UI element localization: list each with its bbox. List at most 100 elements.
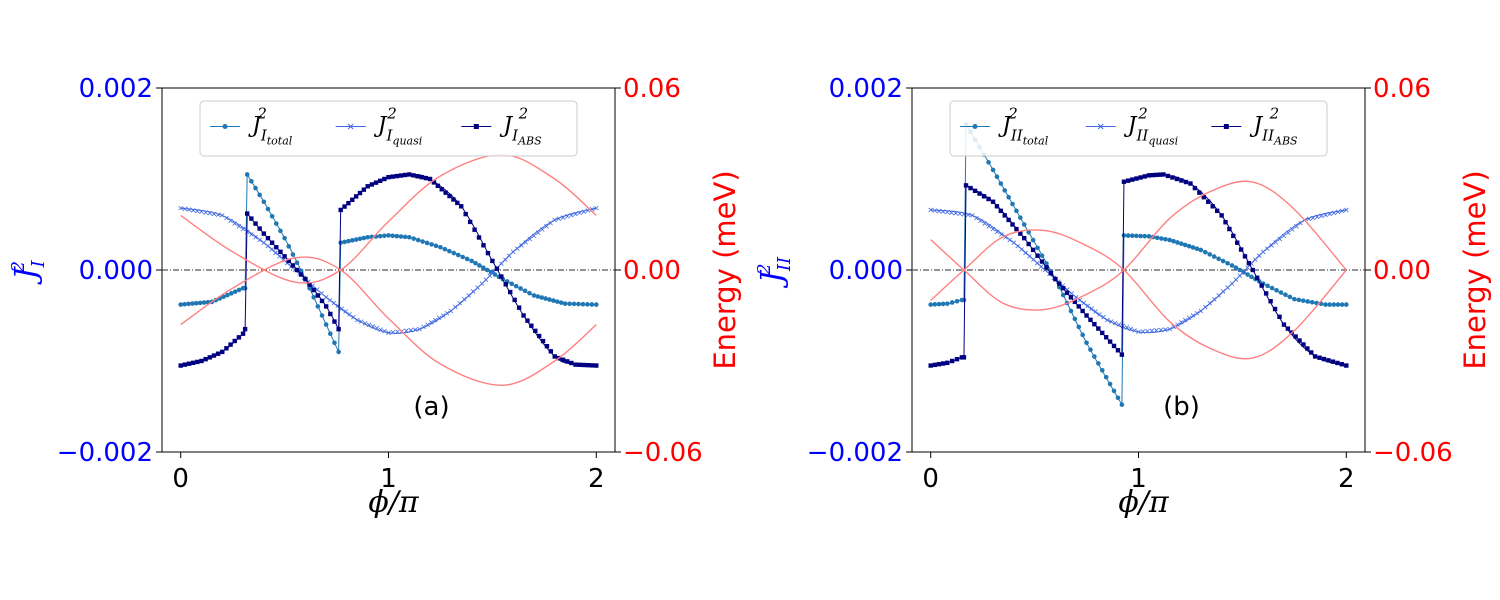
data-point-circle (932, 302, 938, 307)
data-point-x (228, 218, 233, 224)
data-point-circle (1154, 235, 1160, 241)
data-point-x (1186, 315, 1192, 321)
data-point-x (1105, 317, 1110, 323)
data-point-circle (555, 299, 560, 304)
data-point-square (1060, 286, 1066, 291)
right-y-tick-label: 0.00 (623, 256, 681, 286)
data-point-circle (1010, 201, 1015, 207)
data-point-square (1268, 299, 1273, 304)
data-point-x (1145, 328, 1150, 334)
data-point-x (1034, 260, 1040, 266)
data-point-circle (1068, 308, 1074, 314)
plot-area (178, 154, 599, 386)
data-point-square (1125, 178, 1131, 183)
data-point-square (342, 204, 347, 209)
data-point-x (1158, 327, 1164, 333)
data-point-circle (1331, 302, 1337, 307)
data-point-square (1130, 177, 1135, 182)
data-point-circle (535, 294, 541, 299)
panel-label: (b) (1163, 392, 1200, 422)
data-point-square (199, 358, 204, 364)
data-point-circle (543, 296, 548, 301)
data-point-square (1214, 208, 1220, 214)
data-point-square (1201, 195, 1207, 200)
data-point-square (253, 221, 258, 226)
data-point-square (544, 344, 550, 349)
data-point-circle (190, 301, 195, 306)
data-point-x (429, 320, 434, 325)
data-point-circle (346, 238, 351, 244)
data-point-circle (420, 239, 425, 244)
data-point-square (328, 311, 333, 317)
data-point-x (527, 236, 533, 242)
data-point-circle (1175, 240, 1180, 245)
data-point-circle (1159, 236, 1164, 241)
data-point-square (1335, 360, 1340, 366)
data-point-x (444, 310, 450, 316)
left-y-tick-label: −0.002 (807, 438, 903, 468)
data-point-x (1097, 312, 1102, 317)
data-point-x (552, 217, 558, 223)
data-point-square (1231, 233, 1236, 239)
data-point-square (936, 361, 942, 367)
data-point-x (1220, 289, 1226, 294)
data-point-square (585, 362, 591, 368)
data-point-circle (273, 221, 279, 226)
legend-label-sup: 2 (1269, 105, 1280, 123)
data-point-x (240, 226, 246, 232)
data-point-square (1312, 354, 1318, 359)
series-circle (928, 122, 1349, 407)
data-point-x (1120, 323, 1126, 329)
data-point-circle (1103, 374, 1109, 380)
data-point-x (1019, 247, 1024, 252)
data-point-x (425, 322, 430, 327)
data-point-square (1263, 291, 1269, 296)
data-point-square (1030, 247, 1036, 253)
data-point-circle (361, 235, 367, 241)
data-point-circle (585, 302, 590, 307)
data-point-square (419, 174, 424, 180)
data-point-square (455, 200, 460, 206)
data-point-circle (1163, 236, 1168, 242)
data-point-square (1072, 299, 1078, 305)
data-point-x (249, 232, 254, 237)
data-point-square (1010, 222, 1015, 227)
data-point-square (533, 328, 538, 334)
data-point-circle (447, 248, 452, 254)
data-point-square (981, 194, 987, 199)
data-point-square (1188, 181, 1193, 186)
data-point-square (307, 282, 312, 287)
data-point-x (408, 327, 414, 333)
legend-marker-square (1223, 124, 1229, 129)
data-point-square (350, 197, 355, 202)
data-point-x (940, 209, 946, 214)
data-point-square (332, 319, 337, 324)
data-point-circle (1014, 208, 1019, 214)
data-point-x (1225, 285, 1230, 290)
data-point-square (249, 216, 254, 221)
data-point-x (1175, 322, 1180, 327)
data-point-square (1277, 314, 1282, 319)
data-point-circle (936, 301, 942, 307)
data-point-square (525, 318, 530, 323)
data-point-circle (994, 174, 1000, 180)
data-point-circle (1202, 249, 1208, 255)
data-point-circle (332, 340, 337, 346)
data-point-x (1023, 250, 1028, 256)
legend-label-sub2: total (1023, 135, 1049, 148)
data-point-x (1233, 277, 1239, 282)
series-square (178, 172, 599, 368)
data-point-square (215, 351, 221, 356)
x-axis-label: ϕ/π (368, 485, 420, 520)
data-point-square (594, 363, 599, 368)
data-point-square (1018, 231, 1023, 236)
data-point-square (220, 349, 225, 355)
x-tick-label: 2 (1338, 464, 1355, 494)
data-point-circle (1107, 381, 1113, 387)
data-point-circle (1278, 290, 1284, 295)
data-point-square (521, 313, 526, 318)
data-point-circle (225, 292, 230, 298)
data-point-circle (1269, 285, 1275, 291)
data-point-square (303, 276, 308, 282)
left-y-axis-label: JI2 (8, 260, 49, 286)
